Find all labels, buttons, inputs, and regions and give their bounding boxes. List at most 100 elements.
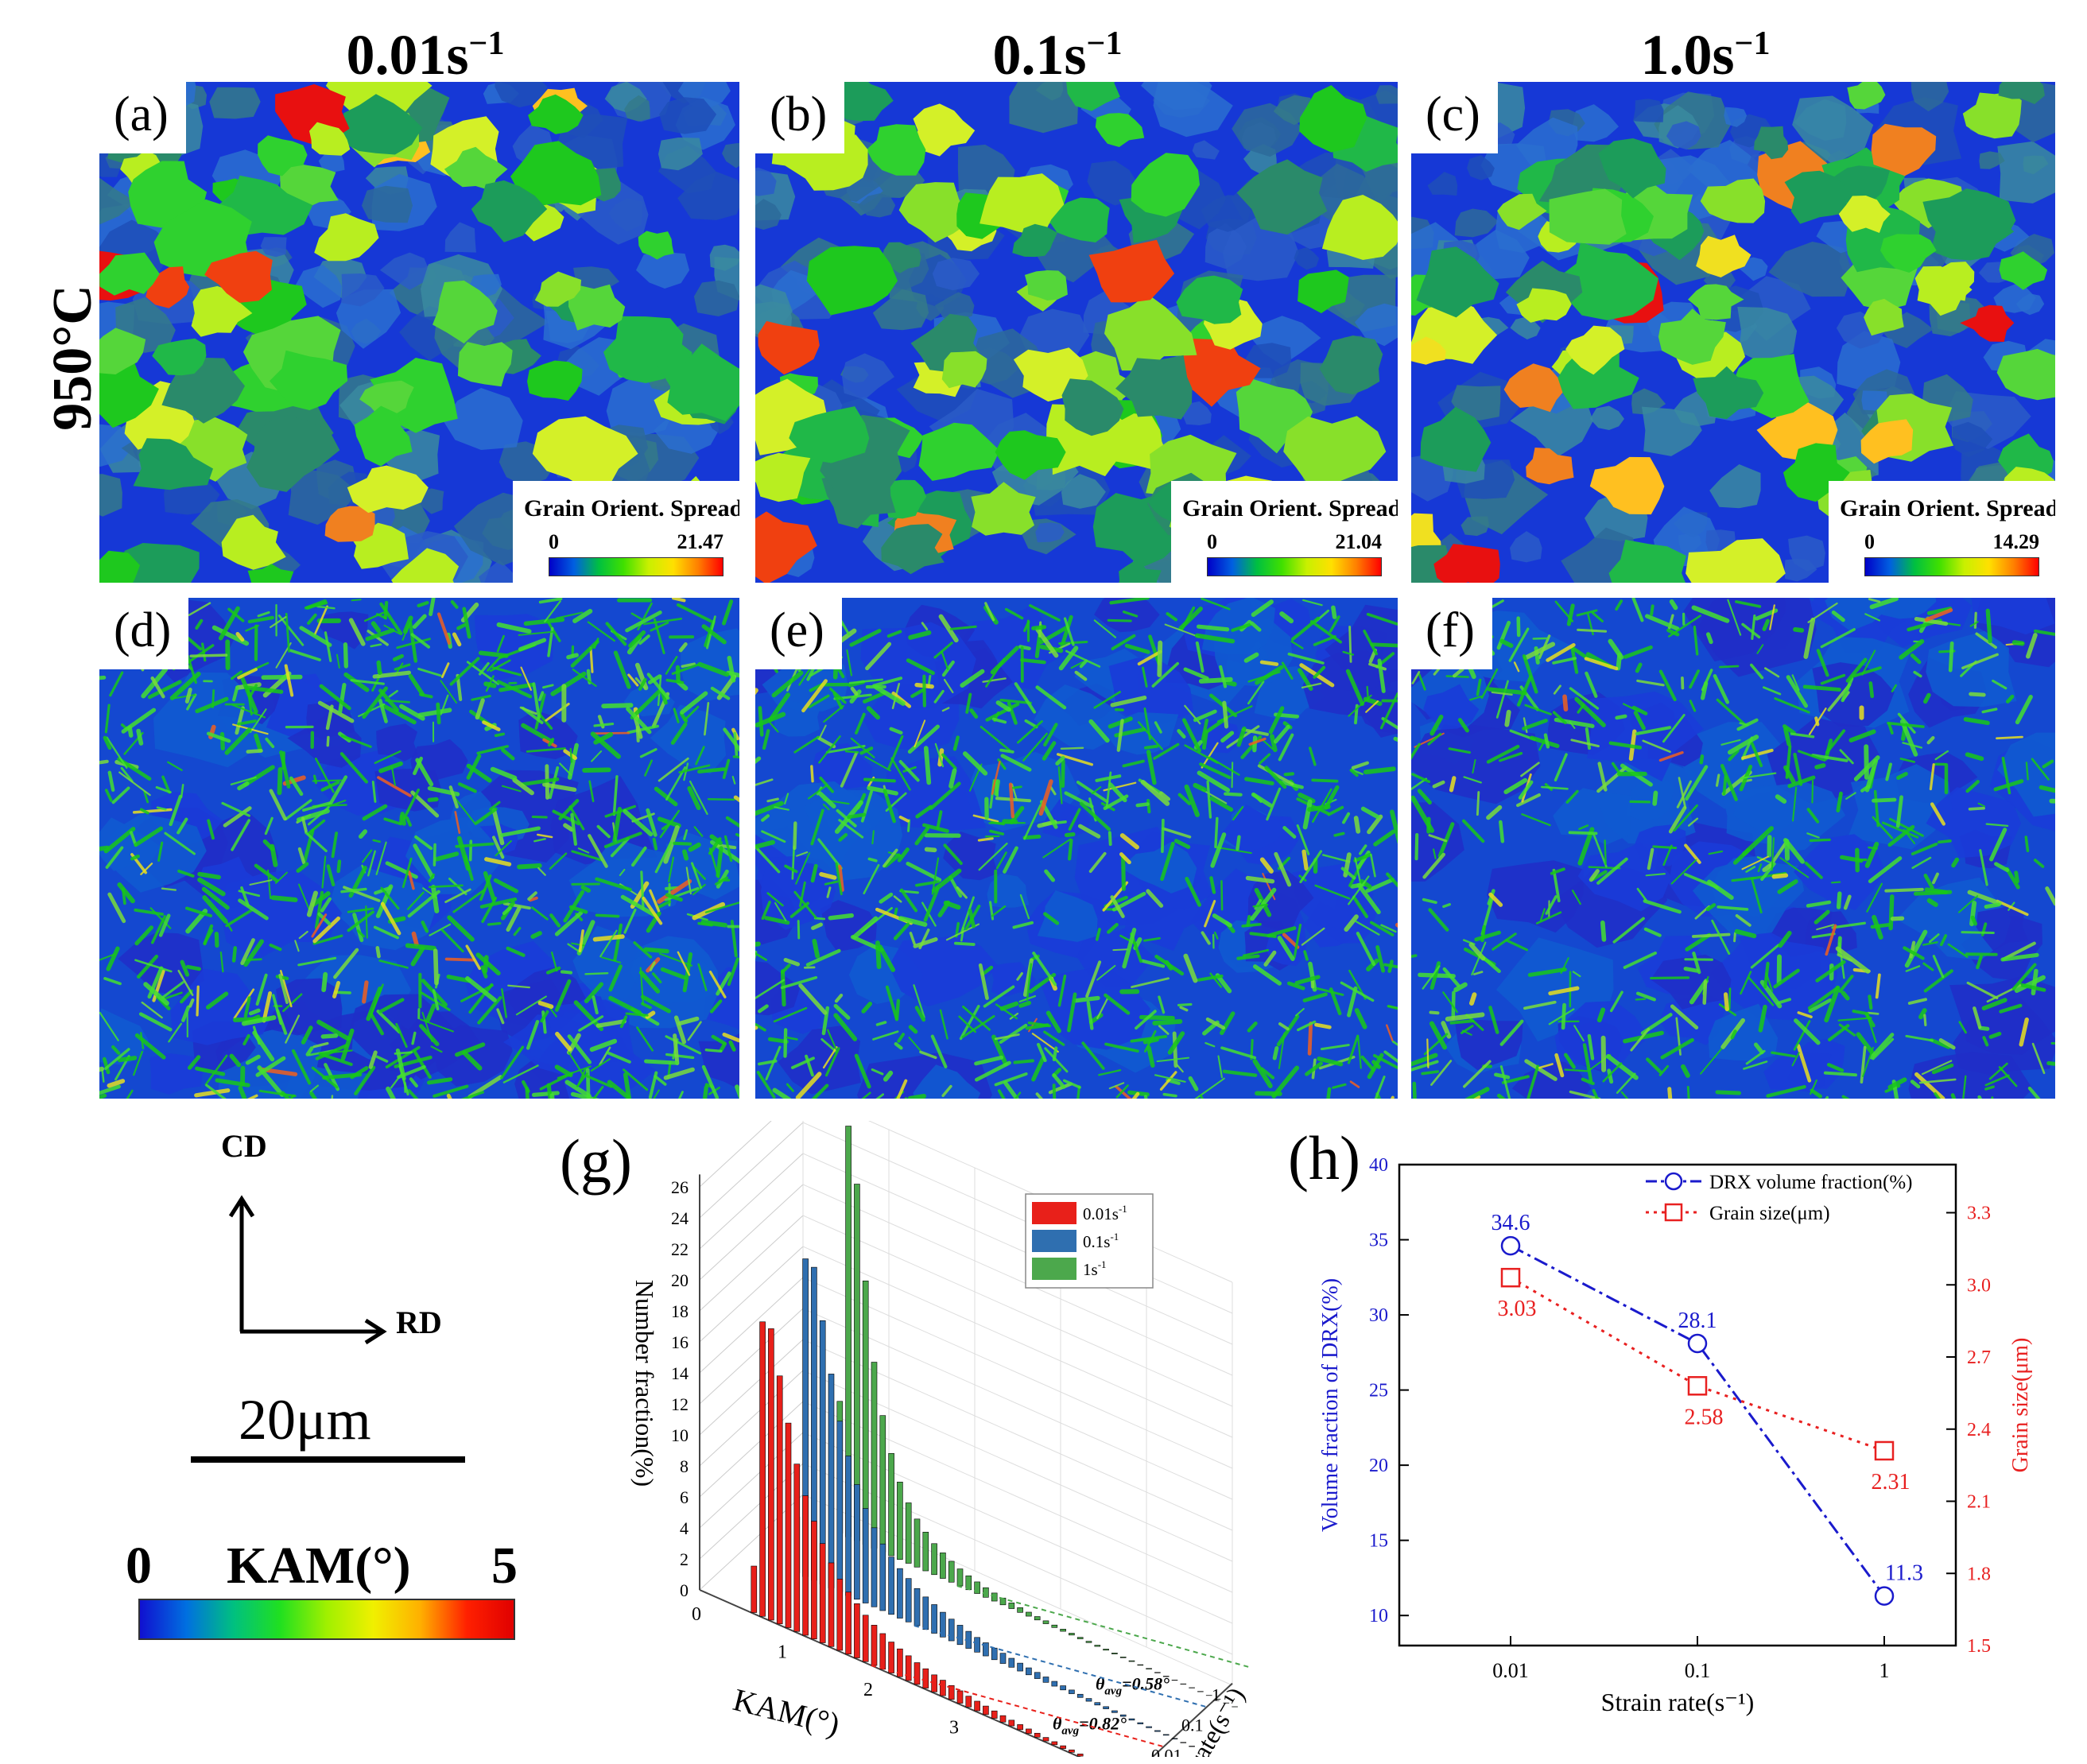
histogram-bar <box>914 1518 921 1568</box>
drx-grain-size-chart: 10 15 20 25 30 35 40 1.5 1.8 2.1 2.4 2.7 3.0 3.3 0.01 0… <box>1318 1155 2033 1716</box>
series-0.1s: θavg=0.82° <box>793 1258 1208 1747</box>
histogram-bar <box>1069 1689 1075 1694</box>
kam-histogram-3d: 024681012141618202224260123450.010.11θav… <box>630 1121 1251 1757</box>
histogram-bar <box>854 1603 860 1658</box>
kam-map-e: (e) <box>755 598 1398 1099</box>
histogram-bar <box>1017 1724 1023 1731</box>
column-title-0.1: 0.1s−1 <box>992 23 1123 87</box>
histogram-bar <box>1060 1685 1066 1691</box>
y-tick-label: 6 <box>680 1487 689 1507</box>
histogram-bar <box>1076 1637 1084 1639</box>
y-tick-label: 8 <box>680 1456 689 1476</box>
histogram-bar <box>811 1521 817 1640</box>
histogram-bar <box>828 1562 835 1647</box>
histogram-bar <box>999 1653 1007 1664</box>
x-tick-label: 4 <box>1035 1755 1045 1757</box>
z-tick-label: 0.01 <box>1151 1746 1182 1757</box>
histogram-bar <box>931 1604 937 1634</box>
y2-tick-label: 3.0 <box>1967 1275 1991 1296</box>
histogram-bar <box>922 1668 929 1688</box>
y-tick-label: 0 <box>680 1580 689 1600</box>
y-tick-label: 16 <box>671 1332 689 1352</box>
histogram-bar <box>1094 1702 1101 1706</box>
histogram-bar <box>776 1375 783 1625</box>
histogram-bar <box>845 1456 851 1596</box>
legend-max: 21.47 <box>677 530 724 553</box>
z-tick-label: 0.1 <box>1181 1716 1204 1735</box>
histogram-bar <box>871 1527 878 1607</box>
y2-axis-label: Grain size(μm) <box>2008 1338 2033 1473</box>
histogram-bar <box>1034 1732 1041 1738</box>
histogram-bar <box>871 1625 878 1666</box>
scale-bar <box>191 1456 465 1463</box>
histogram-bar <box>888 1557 894 1615</box>
histogram-bar <box>1085 1641 1092 1643</box>
histogram-bar <box>888 1453 894 1557</box>
histogram-bar <box>914 1588 921 1626</box>
histogram-bar <box>897 1481 903 1560</box>
histogram-bar <box>1026 1611 1032 1617</box>
histogram-bar <box>1008 1603 1015 1609</box>
y-tick-label: 15 <box>1369 1531 1388 1552</box>
grain-point <box>1500 1267 1521 1288</box>
drx-point <box>1687 1333 1708 1354</box>
histogram-bar <box>836 1421 844 1592</box>
legend-max: 14.29 <box>1992 530 2040 553</box>
histogram-bar <box>1042 1737 1049 1742</box>
gos-colorbar <box>1864 557 2039 576</box>
x-tick-label: 1 <box>778 1642 787 1663</box>
y2-tick-label: 3.3 <box>1967 1204 1991 1224</box>
histogram-bar <box>819 1543 826 1643</box>
scale-bar-label: 20μm <box>239 1388 371 1452</box>
column-title-1.0: 1.0s−1 <box>1640 23 1771 87</box>
histogram-bar <box>802 1495 809 1636</box>
histogram-bar <box>983 1642 989 1657</box>
drx-point <box>1500 1235 1521 1256</box>
drx-value-label: 34.6 <box>1492 1211 1530 1235</box>
histogram-bar <box>785 1422 792 1628</box>
histogram-bar <box>751 1565 758 1613</box>
x-axis-label: Strain rate(s⁻¹) <box>1601 1688 1755 1716</box>
legend-entry: 0.1s-1 <box>1083 1231 1119 1251</box>
gos-legend-b: Grain Orient. Spread 0 21.04 <box>1171 481 1398 583</box>
gos-legend-a: Grain Orient. Spread 0 21.47 <box>513 481 739 583</box>
histogram-bar <box>862 1615 869 1662</box>
y-tick-label: 4 <box>680 1518 689 1538</box>
legend: 0.01s-10.1s-11s-1 <box>1025 1193 1154 1289</box>
histogram-bar <box>1051 1681 1058 1687</box>
histogram-bar <box>768 1328 774 1621</box>
histogram-bar <box>1051 1741 1058 1746</box>
axis-label-cd: CD <box>221 1128 267 1164</box>
drx-value-label: 28.1 <box>1678 1308 1717 1333</box>
histogram-bar <box>793 1464 801 1632</box>
series-drx: 34.6 28.1 11.3 <box>1492 1211 1923 1606</box>
kam-map-f: (f) <box>1411 598 2055 1099</box>
y-axis-label: Number fraction(%) <box>630 1280 659 1487</box>
histogram-bar <box>879 1633 886 1670</box>
kam-texture <box>1411 598 2055 1099</box>
panel-label-g: (g) <box>560 1126 632 1196</box>
histogram-bar <box>759 1321 766 1617</box>
histogram-bar <box>999 1715 1007 1723</box>
histogram-bar <box>1137 1722 1144 1724</box>
x-tick-label: 0.01 <box>1492 1659 1529 1682</box>
histogram-bar <box>1008 1657 1015 1668</box>
histogram-bar <box>1026 1728 1032 1734</box>
histogram-bar <box>991 1710 998 1719</box>
y-tick-label: 26 <box>671 1177 689 1197</box>
histogram-bar <box>1042 1620 1049 1624</box>
drx-value-label: 11.3 <box>1885 1561 1923 1586</box>
histogram-bar <box>897 1568 903 1619</box>
y-tick-label: 30 <box>1369 1305 1388 1326</box>
histogram-bar <box>862 1508 869 1603</box>
histogram-bar <box>871 1362 878 1549</box>
kam-scale-label: KAM(°) <box>227 1537 411 1595</box>
histogram-bar <box>983 1587 989 1598</box>
y-tick-label: 20 <box>1369 1456 1388 1476</box>
y-axis-label: Volume fraction of DRX(%) <box>1318 1278 1343 1532</box>
legend-min: 0 <box>1207 530 1217 553</box>
histogram-bar <box>983 1705 989 1716</box>
histogram-bar <box>974 1637 980 1653</box>
y-tick-label: 24 <box>671 1208 689 1228</box>
kam-map-d: (d) <box>99 598 739 1099</box>
